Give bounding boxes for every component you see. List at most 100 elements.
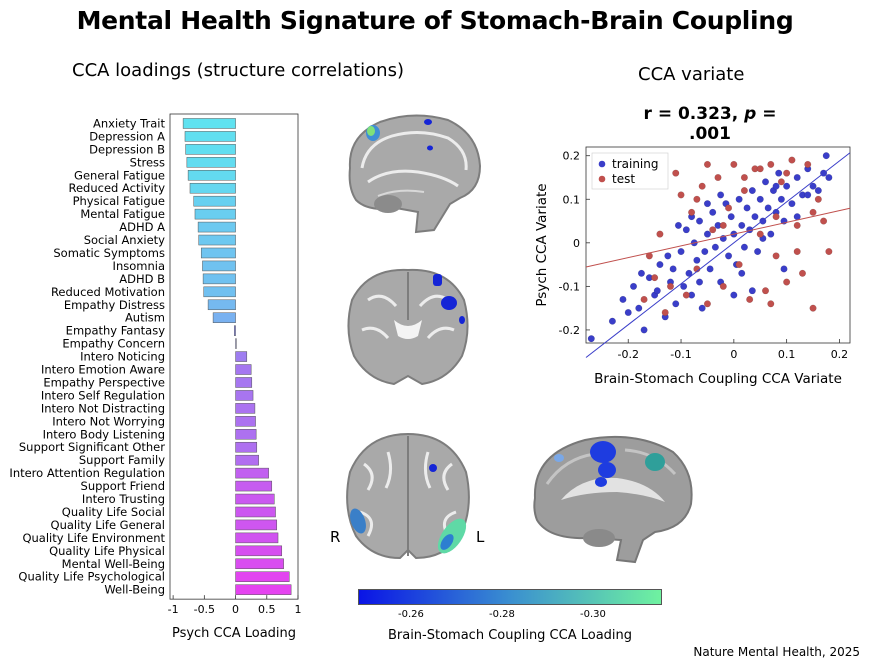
- bar: [207, 299, 236, 311]
- data-point-test: [703, 300, 711, 308]
- category-label: Support Family: [79, 453, 165, 467]
- data-point-test: [677, 191, 685, 199]
- data-point-training: [775, 169, 783, 177]
- data-point-training: [587, 335, 595, 343]
- data-point-training: [696, 278, 704, 286]
- category-label: ADHD A: [119, 220, 165, 234]
- data-point-test: [688, 208, 696, 216]
- data-point-test: [820, 217, 828, 225]
- data-point-training: [762, 178, 770, 186]
- data-point-training: [717, 191, 725, 199]
- data-point-test: [651, 274, 659, 282]
- bar: [235, 454, 259, 466]
- legend-box: [591, 152, 669, 190]
- colorbar-tick-2: -0.28: [489, 609, 515, 620]
- plot-frame: [169, 113, 299, 600]
- category-label: Anxiety Trait: [93, 116, 166, 130]
- x-tick-label: 0.5: [258, 603, 276, 616]
- bar: [235, 558, 284, 570]
- data-point-training: [696, 217, 704, 225]
- category-label: Intero Self Regulation: [41, 388, 165, 402]
- bar: [235, 377, 253, 388]
- legend-label-training: training: [612, 157, 659, 171]
- data-point-test: [672, 169, 680, 177]
- category-label: Mental Well-Being: [62, 557, 165, 571]
- category-label: Intero Noticing: [80, 350, 165, 364]
- colorbar-label: Brain-Stomach Coupling CCA Loading: [387, 628, 633, 643]
- category-label: Intero Trusting: [82, 492, 165, 506]
- data-point-training: [706, 265, 714, 273]
- category-label: Autism: [125, 311, 165, 325]
- data-point-training: [764, 204, 772, 212]
- data-point-test: [740, 187, 748, 195]
- data-point-training: [748, 287, 756, 295]
- bar: [235, 584, 292, 595]
- bar: [198, 234, 236, 246]
- data-point-training: [674, 221, 682, 229]
- bar: [184, 131, 236, 142]
- data-point-training: [754, 248, 762, 256]
- bar: [235, 545, 283, 557]
- bar: [235, 571, 290, 582]
- y-axis-label: Psych CCA Variate: [534, 183, 550, 306]
- x-tick-label: -0.1: [670, 348, 691, 361]
- data-point-test: [756, 165, 764, 173]
- hemisphere-left-label: L: [476, 528, 485, 546]
- data-point-test: [788, 156, 796, 164]
- fit-line-test: [585, 207, 851, 268]
- data-point-training: [624, 309, 632, 317]
- data-point-training: [743, 204, 751, 212]
- bar: [194, 208, 236, 220]
- data-point-test: [793, 248, 801, 256]
- bar: [193, 195, 236, 207]
- bar: [235, 403, 256, 414]
- bar: [235, 506, 276, 518]
- data-point-test: [730, 160, 738, 168]
- legend-marker-test: [598, 175, 606, 183]
- data-point-training: [640, 326, 648, 334]
- x-tick-label: 0.2: [831, 348, 849, 361]
- correlation-stat: r = 0.323, p = .001: [620, 104, 800, 144]
- data-point-training: [709, 208, 717, 216]
- bar: [197, 221, 236, 233]
- bar: [235, 416, 256, 427]
- category-label: Empathy Concern: [62, 337, 165, 351]
- data-point-training: [698, 304, 706, 312]
- data-point-training: [637, 269, 645, 277]
- data-point-training: [703, 230, 711, 238]
- data-point-test: [762, 287, 770, 295]
- y-tick-label: -0.1: [559, 280, 580, 293]
- data-point-training: [653, 287, 661, 295]
- category-label: Quality Life Environment: [22, 531, 165, 545]
- category-label: Empathy Distress: [64, 298, 165, 312]
- data-point-training: [740, 243, 748, 251]
- brain-sagittal-lateral-image: [348, 114, 482, 234]
- data-point-training: [804, 191, 812, 199]
- data-point-test: [719, 221, 727, 229]
- bar: [185, 144, 236, 155]
- data-point-training: [711, 243, 719, 251]
- x-tick-label: 1: [295, 603, 302, 616]
- data-point-training: [701, 248, 709, 256]
- category-label: Support Friend: [81, 479, 165, 493]
- data-point-training: [608, 317, 616, 325]
- r-value: r = 0.323,: [643, 104, 745, 124]
- data-point-test: [714, 173, 722, 181]
- data-point-training: [672, 300, 680, 308]
- data-point-test: [804, 160, 812, 168]
- legend-label-test: test: [612, 172, 635, 186]
- data-point-test: [656, 230, 664, 238]
- data-point-training: [619, 295, 627, 303]
- bar: [235, 364, 252, 375]
- data-point-training: [725, 252, 733, 260]
- x-axis-label: Psych CCA Loading: [172, 626, 296, 641]
- category-label: Empathy Fantasy: [66, 324, 166, 338]
- bar: [212, 312, 236, 323]
- bar: [189, 182, 236, 194]
- category-label: Intero Not Worrying: [52, 414, 165, 428]
- data-point-test: [767, 300, 775, 308]
- category-label: ADHD B: [119, 272, 165, 286]
- data-point-training: [730, 291, 738, 299]
